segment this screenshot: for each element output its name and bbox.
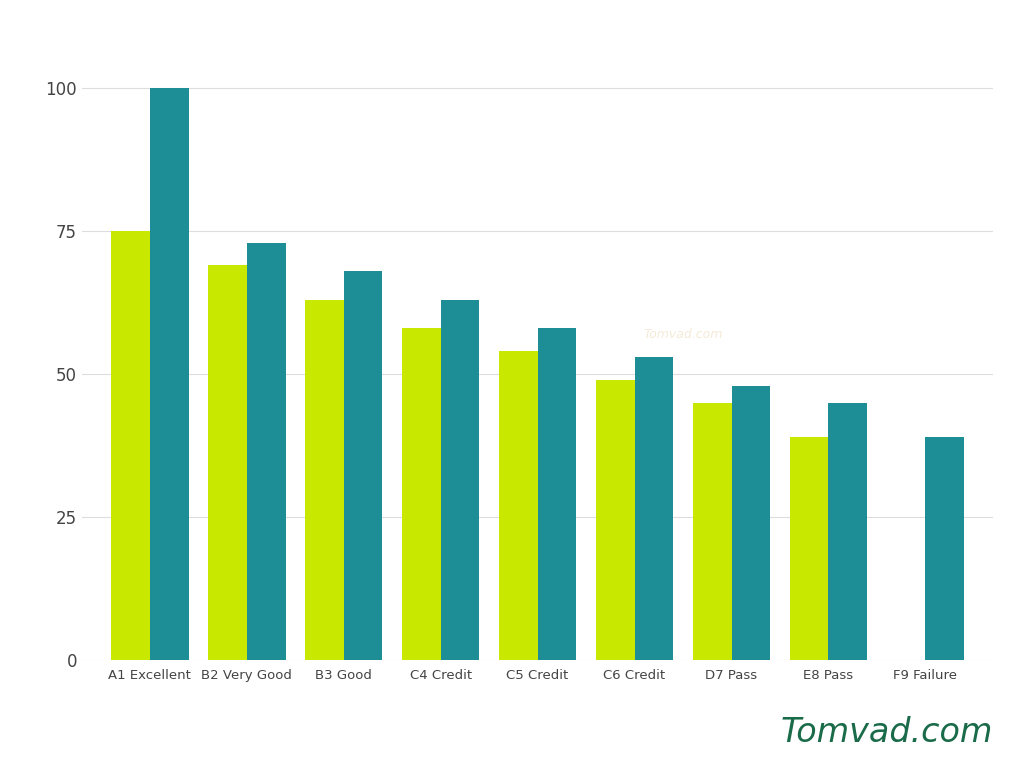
Bar (635, 357, 674, 660)
Bar (247, 243, 286, 660)
Bar (305, 300, 344, 660)
Bar (538, 329, 577, 660)
Bar (344, 271, 383, 660)
Bar (150, 88, 188, 660)
Bar (596, 380, 635, 660)
Text: Tomvad.com: Tomvad.com (643, 328, 723, 341)
Text: Tomvad.com: Tomvad.com (781, 716, 993, 749)
Bar (111, 231, 150, 660)
Bar (401, 329, 440, 660)
Bar (440, 300, 479, 660)
Bar (692, 403, 731, 660)
Bar (790, 437, 828, 660)
Bar (828, 403, 867, 660)
Bar (926, 437, 965, 660)
Bar (499, 351, 538, 660)
Bar (208, 266, 247, 660)
Bar (731, 386, 770, 660)
